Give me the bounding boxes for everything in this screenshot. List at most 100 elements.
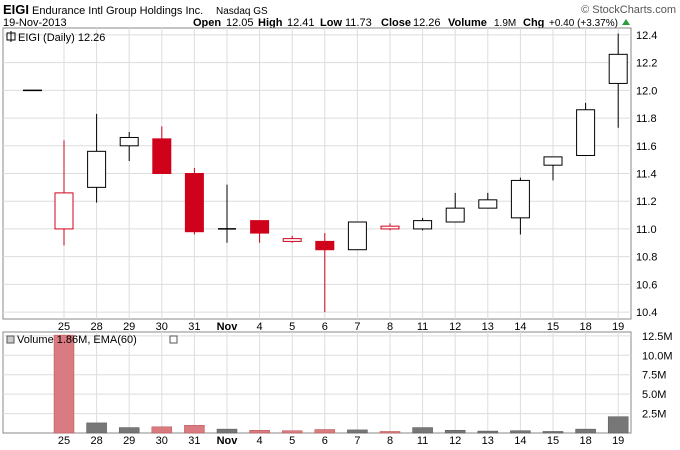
- volume-x-tick-label: 11: [417, 435, 428, 447]
- candle-body: [380, 225, 400, 230]
- volume-y-tick-label: 12.5M: [642, 331, 673, 343]
- volume-bar: [412, 427, 433, 434]
- x-tick-label: 7: [354, 321, 360, 333]
- volume-y-tick-label: 2.5M: [642, 409, 666, 421]
- open-label: Open: [193, 17, 221, 29]
- ticker: EIGI: [3, 2, 29, 17]
- volume-x-tick-label: 25: [58, 435, 70, 447]
- open-value: 12.05: [226, 17, 254, 29]
- x-tick-label: 18: [579, 321, 591, 333]
- candle-body: [445, 207, 465, 223]
- candle-body: [510, 179, 530, 219]
- price-y-tick-label: 11.2: [636, 196, 657, 208]
- volume-y-tick-label: 10.0M: [642, 350, 673, 362]
- volume-bar: [379, 431, 401, 434]
- volume-y-tick-label: 7.5M: [642, 370, 666, 382]
- price-y-tick-label: 12.2: [636, 58, 657, 70]
- volume-x-tick-label: 13: [482, 435, 494, 447]
- volume-bar: [314, 429, 336, 434]
- volume-legend-icon: [6, 335, 15, 344]
- volume-bar: [477, 430, 499, 434]
- candle-body: [54, 192, 74, 230]
- x-tick-label: 15: [547, 321, 559, 333]
- volume-bar: [118, 427, 140, 434]
- volume-bar: [53, 334, 75, 434]
- volume-x-tick-label: 31: [188, 435, 200, 447]
- x-tick-label: 11: [417, 321, 428, 333]
- x-tick-label: 30: [156, 321, 168, 333]
- ema-legend-icon: [169, 335, 178, 344]
- chart-date: 19-Nov-2013: [3, 17, 67, 29]
- close-label: Close: [381, 17, 411, 29]
- volume-x-tick-label: 28: [90, 435, 102, 447]
- volume-panel: [2, 331, 632, 434]
- volume-x-tick-label: Nov: [217, 435, 239, 447]
- price-legend: EIGI (Daily) 12.26: [18, 32, 105, 44]
- volume-bar: [542, 431, 564, 434]
- price-y-tick-label: 12.0: [636, 85, 657, 97]
- company-name: Endurance Intl Group Holdings Inc.: [32, 5, 203, 17]
- candle-body: [184, 173, 204, 233]
- x-tick-label: 29: [123, 321, 135, 333]
- volume-x-tick-label: 4: [257, 435, 263, 447]
- price-y-tick-label: 11.8: [636, 113, 657, 125]
- exchange: Nasdaq GS: [216, 6, 268, 17]
- candle-body: [543, 156, 563, 166]
- candle-body: [315, 240, 335, 251]
- x-tick-label: 13: [482, 321, 494, 333]
- volume-x-tick-label: 18: [579, 435, 591, 447]
- x-tick-label: 12: [449, 321, 461, 333]
- low-value: 11.73: [345, 17, 372, 29]
- volume-bar: [607, 416, 629, 434]
- watermark: © StockCharts.com: [581, 4, 676, 16]
- volume-x-tick-label: 14: [514, 435, 526, 447]
- x-tick-label: 6: [322, 321, 328, 333]
- volume-bar: [249, 430, 270, 434]
- volume-legend: Volume 1.86M, EMA(60): [17, 334, 137, 346]
- up-triangle-icon: [622, 19, 630, 25]
- volume-label: Volume: [448, 17, 487, 29]
- volume-y-tick-label: 5.0M: [642, 389, 666, 401]
- x-axis-labels: 25 28 29 30 31 Nov 4 5 6 7 8 11 12 13 14 15 18 19: [58, 321, 624, 333]
- price-y-ticks: 10.4 10.6 10.8 11.0 11.2 11.4 11.6 11.8 12.0 12.2…: [636, 30, 657, 319]
- candles: [54, 33, 628, 313]
- chg-value: +0.40 (+3.37%): [549, 18, 618, 29]
- volume-bar: [151, 426, 173, 434]
- x-tick-label: 8: [387, 321, 393, 333]
- volume-x-tick-label: 30: [156, 435, 168, 447]
- volume-x-tick-label: 6: [322, 435, 328, 447]
- low-label: Low: [320, 17, 342, 29]
- chg-label: Chg: [523, 17, 544, 29]
- x-tick-label: 19: [612, 321, 624, 333]
- volume-x-tick-label: 29: [123, 435, 135, 447]
- x-tick-label: Nov: [217, 321, 239, 333]
- candle-body: [152, 138, 172, 175]
- volume-bar: [575, 428, 596, 434]
- price-grid: [3, 28, 631, 319]
- x-tick-label: 14: [514, 321, 526, 333]
- candle-body: [250, 220, 270, 234]
- volume-bar: [281, 430, 303, 434]
- volume-bars: [53, 334, 629, 434]
- volume-y-ticks: 2.5M 5.0M 7.5M 10.0M 12.5M: [642, 331, 673, 421]
- x-tick-label: 5: [289, 321, 295, 333]
- close-value: 12.26: [413, 17, 441, 29]
- price-y-tick-label: 12.4: [636, 30, 657, 42]
- price-y-tick-label: 11.0: [636, 224, 657, 236]
- candle-body: [413, 220, 433, 230]
- volume-x-tick-label: 12: [449, 435, 461, 447]
- high-label: High: [258, 17, 283, 29]
- candle-body: [576, 109, 596, 156]
- candle-body: [347, 221, 367, 251]
- candle-body: [478, 199, 498, 209]
- candle-body: [608, 53, 628, 84]
- volume-bar: [444, 430, 466, 434]
- price-y-tick-label: 10.6: [636, 279, 657, 291]
- volume-grid: [3, 332, 631, 433]
- x-tick-label: 4: [257, 321, 263, 333]
- x-tick-label: 31: [188, 321, 200, 333]
- x-tick-label: 28: [90, 321, 102, 333]
- price-y-tick-label: 10.4: [636, 307, 657, 319]
- volume-x-tick-label: 19: [612, 435, 624, 447]
